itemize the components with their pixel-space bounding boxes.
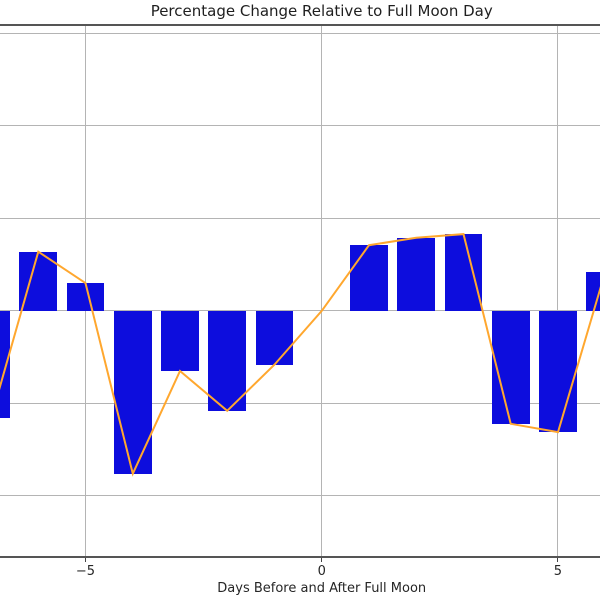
vertical-gridline	[321, 25, 323, 557]
bar-day-1	[350, 245, 388, 311]
bar-day--5	[66, 283, 105, 311]
bar-day--6	[19, 251, 58, 311]
bar-day--2	[208, 310, 247, 411]
horizontal-gridline	[0, 125, 600, 127]
bar-day-5	[539, 310, 577, 433]
x-tick-label: −5	[75, 564, 96, 579]
bar-day-3	[444, 234, 483, 311]
x-tick-label: 0	[317, 564, 326, 579]
horizontal-gridline	[0, 217, 600, 219]
x-tick-mark	[321, 558, 323, 562]
bar-day--1	[255, 310, 294, 365]
horizontal-gridline	[0, 32, 600, 34]
bar-day--4	[113, 310, 152, 474]
bar-day-6	[586, 272, 600, 311]
bar-day--7	[0, 310, 10, 419]
horizontal-gridline	[0, 495, 600, 497]
top-spine	[0, 24, 600, 26]
bottom-spine-x-axis	[0, 556, 600, 558]
bar-day-2	[397, 237, 436, 311]
x-tick-mark	[85, 558, 86, 562]
vertical-gridline	[557, 25, 559, 557]
x-tick-label: 5	[553, 564, 563, 579]
x-tick-mark	[557, 558, 559, 562]
chart-title: Percentage Change Relative to Full Moon …	[150, 2, 493, 20]
bar-day-4	[491, 310, 530, 424]
bar-day--3	[161, 310, 199, 372]
x-axis-label: Days Before and After Full Moon	[217, 581, 427, 596]
